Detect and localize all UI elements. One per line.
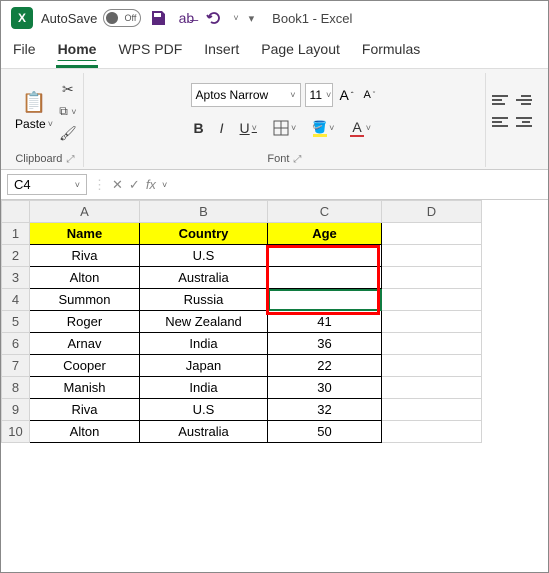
tab-insert[interactable]: Insert: [202, 35, 241, 68]
cell[interactable]: [382, 267, 482, 289]
cell[interactable]: 41: [268, 311, 382, 333]
col-header-d[interactable]: D: [382, 201, 482, 223]
cell[interactable]: [268, 267, 382, 289]
select-all-corner[interactable]: [2, 201, 30, 223]
align-top-icon[interactable]: [492, 92, 512, 108]
decrease-font-icon[interactable]: Aˇ: [361, 87, 379, 103]
cell[interactable]: [382, 311, 482, 333]
cell[interactable]: New Zealand: [140, 311, 268, 333]
tab-file[interactable]: File: [11, 35, 38, 68]
cell[interactable]: [382, 333, 482, 355]
underline-button[interactable]: U˅: [237, 118, 260, 138]
name-box[interactable]: C4˅: [7, 174, 87, 195]
cell[interactable]: 22: [268, 355, 382, 377]
row-header[interactable]: 1: [2, 223, 30, 245]
cell[interactable]: [382, 377, 482, 399]
copy-icon[interactable]: ⧉ ˅: [59, 104, 76, 119]
align-left-icon[interactable]: [492, 114, 512, 130]
document-title: Book1 - Excel: [272, 11, 352, 26]
cell[interactable]: U.S: [140, 245, 268, 267]
increase-font-icon[interactable]: Aˆ: [337, 85, 357, 105]
app-icon: X: [11, 7, 33, 29]
col-header-b[interactable]: B: [140, 201, 268, 223]
row-header[interactable]: 8: [2, 377, 30, 399]
cell[interactable]: Roger: [30, 311, 140, 333]
cell[interactable]: [268, 245, 382, 267]
row-header[interactable]: 5: [2, 311, 30, 333]
row-header[interactable]: 6: [2, 333, 30, 355]
tab-home[interactable]: Home: [56, 35, 99, 68]
row-header[interactable]: 4: [2, 289, 30, 311]
format-painter-icon[interactable]: 🖌: [59, 125, 77, 142]
cell[interactable]: Age: [268, 223, 382, 245]
fx-icon[interactable]: fx: [146, 177, 156, 192]
row-header[interactable]: 9: [2, 399, 30, 421]
cell[interactable]: U.S: [140, 399, 268, 421]
tab-pagelayout[interactable]: Page Layout: [259, 35, 342, 68]
autosave-label: AutoSave: [41, 11, 97, 26]
cell[interactable]: [382, 355, 482, 377]
cell[interactable]: Japan: [140, 355, 268, 377]
font-color-button[interactable]: A˅: [347, 117, 374, 139]
enter-formula-icon[interactable]: ✓: [129, 177, 140, 193]
cell[interactable]: India: [140, 377, 268, 399]
cell[interactable]: Riva: [30, 399, 140, 421]
cell[interactable]: Russia: [140, 289, 268, 311]
font-group-label: Font: [267, 153, 289, 165]
cell[interactable]: Arnav: [30, 333, 140, 355]
ribbon-tabs: File Home WPS PDF Insert Page Layout For…: [1, 35, 548, 68]
cell[interactable]: [382, 289, 482, 311]
save-icon[interactable]: [149, 9, 167, 27]
cell[interactable]: Australia: [140, 267, 268, 289]
cell[interactable]: Cooper: [30, 355, 140, 377]
tab-formulas[interactable]: Formulas: [360, 35, 422, 68]
cell[interactable]: Riva: [30, 245, 140, 267]
cell[interactable]: 30: [268, 377, 382, 399]
clipboard-launcher-icon[interactable]: ⤢: [66, 154, 74, 165]
strikethrough-icon[interactable]: ab̶: [177, 9, 195, 27]
fill-color-button[interactable]: 🪣˅: [309, 118, 337, 139]
cell[interactable]: Manish: [30, 377, 140, 399]
align-middle-icon[interactable]: [516, 92, 536, 108]
cell[interactable]: 36: [268, 333, 382, 355]
qat-customize-icon[interactable]: ▾: [249, 12, 255, 25]
row-header[interactable]: 7: [2, 355, 30, 377]
cell[interactable]: [382, 421, 482, 443]
autosave-toggle[interactable]: Off: [103, 9, 141, 27]
paste-icon[interactable]: 📋: [22, 90, 47, 115]
bold-button[interactable]: B: [191, 118, 207, 138]
paste-button[interactable]: Paste: [15, 117, 46, 131]
undo-icon[interactable]: [205, 9, 223, 27]
font-launcher-icon[interactable]: ⤢: [293, 154, 301, 165]
font-name-select[interactable]: Aptos Narrow˅: [191, 83, 301, 107]
align-center-icon[interactable]: [516, 114, 536, 130]
col-header-a[interactable]: A: [30, 201, 140, 223]
cell[interactable]: India: [140, 333, 268, 355]
clipboard-group-label: Clipboard: [15, 153, 62, 165]
spreadsheet-grid[interactable]: A B C D 1NameCountryAge2RivaU.S3AltonAus…: [1, 200, 482, 443]
cell[interactable]: Name: [30, 223, 140, 245]
cell[interactable]: Alton: [30, 267, 140, 289]
cancel-formula-icon[interactable]: ✕: [112, 177, 123, 193]
col-header-c[interactable]: C: [268, 201, 382, 223]
cell[interactable]: [382, 245, 482, 267]
italic-button[interactable]: I: [217, 118, 227, 138]
row-header[interactable]: 10: [2, 421, 30, 443]
cut-icon[interactable]: ✂: [62, 81, 74, 98]
cell[interactable]: 32: [268, 399, 382, 421]
row-header[interactable]: 2: [2, 245, 30, 267]
cell[interactable]: Country: [140, 223, 268, 245]
tab-wpspdf[interactable]: WPS PDF: [116, 35, 184, 68]
cell[interactable]: Alton: [30, 421, 140, 443]
cell[interactable]: [382, 223, 482, 245]
borders-button[interactable]: ˅: [270, 118, 299, 138]
undo-dropdown-icon[interactable]: ˅: [233, 13, 238, 23]
cell[interactable]: [382, 399, 482, 421]
cell[interactable]: 50: [268, 421, 382, 443]
cell[interactable]: [268, 289, 382, 311]
cell[interactable]: Australia: [140, 421, 268, 443]
font-size-select[interactable]: 11˅: [305, 83, 333, 107]
cell[interactable]: Summon: [30, 289, 140, 311]
row-header[interactable]: 3: [2, 267, 30, 289]
